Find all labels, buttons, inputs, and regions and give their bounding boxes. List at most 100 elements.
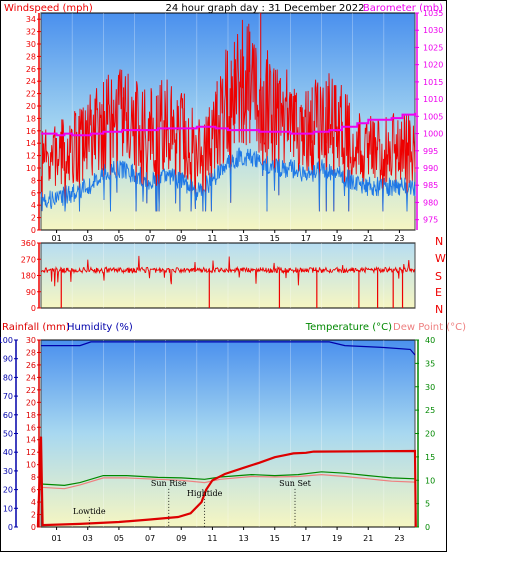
- compass-label: W: [435, 252, 446, 265]
- tide-sun-label: Sun Set: [279, 479, 312, 488]
- rainfall-tick-label: 22: [26, 386, 36, 395]
- rainfall-tick-label: 4: [31, 498, 36, 507]
- compass-label: N: [435, 235, 443, 248]
- windspeed-tick-label: 34: [26, 15, 36, 24]
- time-tick-label: 09: [176, 534, 186, 543]
- windspeed-tick-label: 26: [26, 65, 36, 74]
- rainfall-tick-label: 14: [26, 436, 36, 445]
- time-tick-label: 13: [238, 234, 248, 243]
- graph-title: 24 hour graph day : 31 December 2022: [166, 3, 365, 14]
- time-tick-label: 19: [332, 534, 342, 543]
- humidity-tick-label: 30: [3, 467, 13, 476]
- barometer-tick-label: 1035: [423, 9, 443, 18]
- barometer-tick-label: 995: [423, 147, 438, 156]
- barometer-tick-label: 985: [423, 181, 438, 190]
- barometer-tick-label: 1010: [423, 95, 443, 104]
- time-tick-label: 19: [332, 234, 342, 243]
- temperature-tick-label: 40: [425, 336, 435, 345]
- rainfall-tick-label: 12: [26, 448, 36, 457]
- compass-label: E: [435, 286, 442, 299]
- humidity-tick-label: 100: [0, 336, 13, 345]
- temperature-tick-label: 10: [425, 476, 435, 485]
- time-tick-label: 21: [363, 234, 373, 243]
- barometer-tick-label: 1000: [423, 130, 443, 139]
- windspeed-tick-label: 24: [26, 77, 36, 86]
- time-tick-label: 15: [270, 234, 280, 243]
- barometer-line: [41, 112, 416, 137]
- windspeed-tick-label: 4: [31, 201, 36, 210]
- rainfall-tick-label: 0: [31, 523, 36, 532]
- windspeed-tick-label: 18: [26, 114, 36, 123]
- humidity-tick-label: 20: [3, 486, 13, 495]
- time-tick-label: 01: [51, 234, 61, 243]
- rainfall-tick-label: 18: [26, 411, 36, 420]
- rainfall-tick-label: 24: [26, 373, 36, 382]
- time-tick-label: 03: [83, 234, 93, 243]
- wind-gust-line: [40, 19, 416, 212]
- humidity-tick-label: 80: [3, 373, 13, 382]
- dew-point-axis-title: Dew Point (°C): [393, 322, 466, 333]
- time-tick-label: 17: [301, 234, 311, 243]
- rainfall-tick-label: 8: [31, 473, 36, 482]
- windspeed-tick-label: 10: [26, 164, 36, 173]
- barometer-tick-label: 975: [423, 216, 438, 225]
- rainfall-line: [36, 436, 417, 528]
- direction-tick-label: 270: [21, 255, 36, 264]
- wind-average-line: [40, 147, 416, 212]
- compass-label: N: [435, 303, 443, 316]
- rainfall-tick-label: 20: [26, 398, 36, 407]
- dew-point-line: [40, 473, 416, 490]
- time-tick-label: 11: [207, 534, 217, 543]
- windspeed-tick-label: 12: [26, 152, 36, 161]
- windspeed-tick-label: 6: [31, 189, 36, 198]
- time-tick-label: 03: [83, 534, 93, 543]
- barometer-tick-label: 1020: [423, 61, 443, 70]
- windspeed-tick-label: 0: [31, 226, 36, 235]
- temperature-tick-label: 15: [425, 453, 435, 462]
- humidity-tick-label: 90: [3, 355, 13, 364]
- time-tick-label: 15: [270, 534, 280, 543]
- compass-label: S: [435, 270, 442, 283]
- barometer-axis-title: Barometer (mb): [363, 3, 443, 14]
- windspeed-tick-label: 30: [26, 40, 36, 49]
- rainfall-tick-label: 26: [26, 361, 36, 370]
- time-tick-label: 05: [114, 534, 124, 543]
- time-tick-label: 09: [176, 234, 186, 243]
- time-tick-label: 21: [363, 534, 373, 543]
- windspeed-tick-label: 20: [26, 102, 36, 111]
- panel3-background: [40, 339, 416, 528]
- temperature-tick-label: 35: [425, 359, 435, 368]
- direction-tick-label: 180: [21, 272, 36, 281]
- barometer-tick-label: 980: [423, 198, 438, 207]
- windspeed-tick-label: 28: [26, 52, 36, 61]
- humidity-axis-title: Humidity (%): [67, 322, 133, 333]
- time-tick-label: 13: [238, 534, 248, 543]
- rainfall-tick-label: 2: [31, 511, 36, 520]
- humidity-line: [41, 341, 416, 356]
- humidity-tick-label: 10: [3, 504, 13, 513]
- wind-gust-spikes: [123, 13, 327, 144]
- humidity-tick-label: 50: [3, 430, 13, 439]
- barometer-tick-label: 1005: [423, 112, 443, 121]
- time-tick-label: 07: [145, 234, 155, 243]
- temperature-tick-label: 25: [425, 406, 435, 415]
- humidity-tick-label: 70: [3, 392, 13, 401]
- barometer-tick-label: 990: [423, 164, 438, 173]
- windspeed-tick-label: 22: [26, 90, 36, 99]
- time-tick-label: 05: [114, 234, 124, 243]
- temperature-tick-label: 20: [425, 430, 435, 439]
- direction-tick-label: 90: [26, 288, 36, 297]
- temperature-axis-title: Temperature (°C): [305, 322, 392, 333]
- time-tick-label: 11: [207, 234, 217, 243]
- time-tick-label: 23: [394, 534, 404, 543]
- tide-sun-label: Sun Rise: [151, 479, 187, 488]
- rainfall-tick-label: 28: [26, 348, 36, 357]
- temperature-tick-label: 5: [425, 500, 430, 509]
- windspeed-tick-label: 16: [26, 127, 36, 136]
- rainfall-tick-label: 30: [26, 336, 36, 345]
- barometer-tick-label: 1015: [423, 78, 443, 87]
- direction-tick-label: 360: [21, 239, 36, 248]
